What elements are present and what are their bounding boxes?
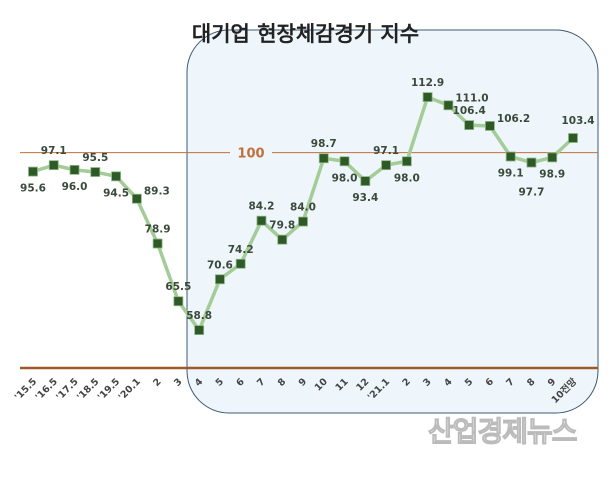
- data-label: 70.6: [207, 259, 233, 271]
- data-point: [547, 152, 558, 163]
- data-label: 93.4: [352, 192, 378, 204]
- data-label: 98.9: [539, 168, 565, 180]
- data-point: [464, 120, 475, 130]
- data-label: 79.8: [269, 220, 295, 232]
- data-point: [381, 160, 391, 171]
- data-label: 112.9: [411, 77, 444, 89]
- data-label: 89.3: [144, 186, 170, 198]
- reference-label: 100: [237, 147, 264, 162]
- x-tick-label: '20.1: [117, 376, 143, 402]
- data-label: 98.7: [311, 138, 337, 150]
- data-point: [111, 171, 121, 182]
- data-point: [256, 215, 267, 226]
- x-tick-label: '17.5: [54, 376, 80, 402]
- data-point: [568, 133, 578, 143]
- data-label: 58.8: [186, 310, 212, 322]
- data-point: [298, 216, 308, 227]
- data-point: [505, 151, 516, 162]
- data-point: [401, 156, 412, 167]
- data-point: [152, 238, 163, 249]
- data-point: [215, 274, 225, 285]
- data-label: 98.0: [332, 172, 358, 184]
- data-point: [526, 157, 537, 168]
- data-label: 111.0: [455, 92, 488, 104]
- data-point: [277, 234, 288, 245]
- data-point: [485, 121, 495, 131]
- data-label: 97.7: [519, 187, 545, 199]
- data-label: 103.4: [561, 115, 594, 127]
- data-label: 65.5: [165, 281, 191, 293]
- data-point: [131, 193, 142, 204]
- data-label: 99.1: [498, 168, 524, 180]
- watermark: 산업경제뉴스: [428, 415, 579, 449]
- x-tick-label: '16.5: [33, 376, 59, 402]
- x-tick-label: 3: [172, 376, 184, 388]
- data-label: 74.2: [228, 244, 254, 256]
- x-tick-label: '18.5: [75, 376, 101, 402]
- data-point: [443, 100, 454, 111]
- data-label: 84.0: [290, 202, 316, 214]
- highlight-box: [186, 29, 599, 414]
- data-point: [28, 166, 38, 177]
- data-point: [173, 296, 184, 307]
- x-tick-label: 2: [151, 376, 163, 388]
- data-label: 97.1: [41, 145, 67, 157]
- data-point: [360, 176, 371, 186]
- data-label: 98.0: [394, 172, 420, 184]
- x-tick-label: '19.5: [96, 376, 122, 402]
- data-point: [235, 258, 246, 269]
- data-point: [422, 92, 433, 102]
- data-label: 78.9: [145, 224, 171, 236]
- data-point: [48, 160, 59, 171]
- data-point: [69, 164, 80, 175]
- data-label: 94.5: [103, 187, 129, 199]
- data-label: 95.6: [20, 183, 46, 195]
- data-point: [339, 156, 350, 167]
- data-point: [90, 167, 101, 177]
- x-tick-label: '15.5: [13, 376, 39, 402]
- data-label: 106.4: [453, 105, 486, 117]
- data-label: 96.0: [62, 181, 88, 193]
- data-label: 97.1: [373, 145, 399, 157]
- data-label: 106.2: [497, 113, 530, 125]
- data-label: 84.2: [249, 201, 275, 213]
- chart-title: 대기업 현장체감경기 지수: [191, 22, 420, 46]
- data-point: [194, 325, 205, 335]
- data-label: 95.5: [82, 152, 108, 164]
- data-point: [318, 153, 329, 164]
